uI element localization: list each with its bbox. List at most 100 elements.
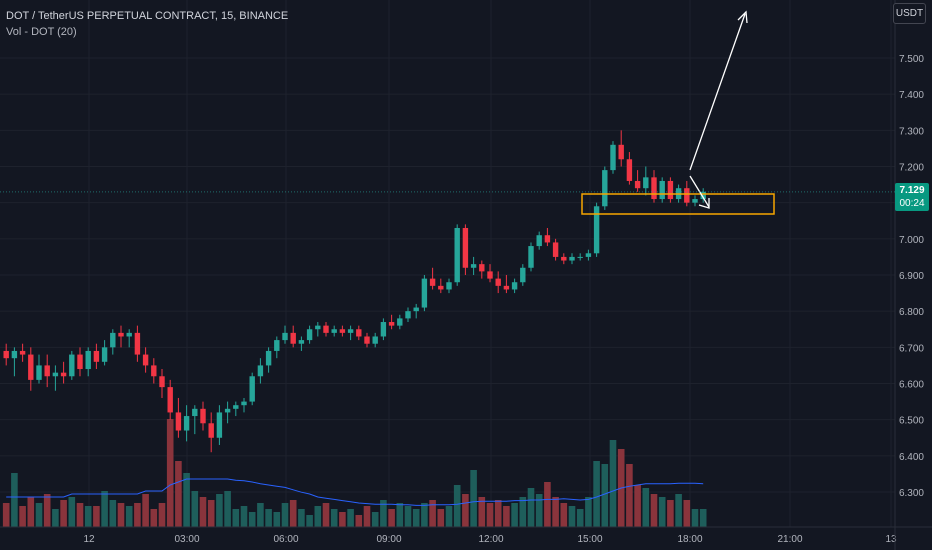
volume-bar (330, 509, 338, 527)
up-arrow-line[interactable] (689, 13, 746, 171)
x-tick-label: 06:00 (273, 534, 298, 545)
candle-body (339, 329, 346, 333)
volume-bar (248, 512, 256, 527)
candle-body (208, 423, 214, 438)
volume-bar (429, 500, 436, 527)
candle-body (643, 177, 649, 189)
candle-body (3, 350, 9, 359)
candle-body (77, 354, 83, 370)
x-tick-label: 15:00 (577, 534, 602, 545)
x-tick-label: 12:00 (478, 534, 503, 545)
symbol-title[interactable]: DOT / TetherUS PERPETUAL CONTRACT, 15, B… (6, 10, 289, 22)
candle-body (11, 350, 18, 359)
candle-body (602, 170, 608, 207)
y-tick-label: 6.800 (899, 307, 924, 318)
candle-body (585, 253, 592, 257)
volume-bar (101, 491, 108, 527)
y-tick-label: 6.300 (899, 488, 924, 499)
volume-bar (388, 509, 395, 527)
candle-body (364, 336, 370, 344)
candle-body (126, 332, 132, 337)
candle-body (151, 365, 157, 377)
volume-bar (199, 497, 207, 527)
volume-bar (552, 497, 559, 527)
volume-bar (224, 491, 231, 527)
volume-bar (84, 506, 92, 527)
candle-body (610, 144, 616, 171)
volume-ma-line (6, 478, 704, 506)
candle-body (618, 144, 624, 160)
candle-countdown: 00:24 (899, 198, 925, 209)
volume-bar (207, 500, 215, 527)
volume-bar (470, 470, 477, 527)
volume-bar (535, 494, 543, 527)
volume-bar (257, 503, 264, 527)
volume-bar (289, 500, 297, 527)
x-tick-label: 21:00 (777, 534, 802, 545)
candle-body (110, 332, 116, 348)
volume-bar (576, 509, 584, 527)
x-tick-label: 09:00 (376, 534, 401, 545)
volume-bar (363, 506, 371, 527)
volume-bar (52, 509, 59, 527)
volume-bar (478, 497, 486, 527)
volume-bar (601, 464, 609, 527)
volume-bar (683, 500, 691, 527)
volume-bar (191, 491, 199, 527)
candle-body (200, 408, 206, 424)
candle-body (388, 322, 395, 326)
candle-body (28, 354, 34, 380)
volume-bar (158, 503, 166, 527)
candle-body (413, 307, 419, 312)
volume-bar (609, 440, 617, 527)
volume-bar (11, 473, 18, 527)
candle-body (183, 416, 190, 431)
candle-body (290, 332, 296, 344)
last-price-value: 7.129 (899, 185, 925, 196)
volume-bar (322, 503, 330, 527)
volume-bar (380, 500, 387, 527)
candle-body (577, 256, 583, 258)
volume-bar (503, 506, 510, 527)
volume-bar (412, 509, 420, 527)
volume-bar (339, 512, 346, 527)
volume-bar (150, 509, 158, 527)
candle-body (331, 329, 337, 333)
volume-bar (437, 509, 445, 527)
volume-bar (593, 461, 600, 527)
volume-bar (494, 500, 502, 527)
volume-indicator-label[interactable]: Vol - DOT (20) (6, 26, 77, 38)
volume-bar (642, 488, 650, 527)
consolidation-box[interactable] (581, 193, 775, 215)
volume-bar (19, 506, 26, 527)
candle-body (479, 264, 485, 272)
candle-body (462, 227, 469, 268)
volume-bar (166, 419, 174, 527)
y-tick-label: 7.300 (899, 126, 924, 137)
currency-button[interactable]: USDT (893, 3, 926, 24)
candle-body (306, 329, 313, 341)
candle-body (429, 278, 436, 286)
volume-bar (298, 509, 305, 527)
candle-body (249, 376, 255, 402)
candle-body (347, 329, 354, 333)
candle-body (520, 267, 526, 283)
candle-body (487, 271, 493, 279)
volume-bar (699, 509, 707, 527)
candle-body (69, 354, 75, 377)
volume-bar (658, 497, 666, 527)
x-tick-label: 12 (83, 534, 95, 545)
volume-bar (675, 494, 682, 527)
volume-bar (585, 497, 592, 527)
annotations (581, 10, 775, 215)
volume-bar (43, 494, 51, 527)
volume-bar (183, 473, 190, 527)
candle-body (93, 350, 100, 362)
candle-body (44, 365, 50, 377)
y-tick-label: 6.500 (899, 416, 924, 427)
volume-bar (27, 497, 35, 527)
up-arrow-head-icon (737, 10, 748, 24)
volume-bar (117, 503, 125, 527)
